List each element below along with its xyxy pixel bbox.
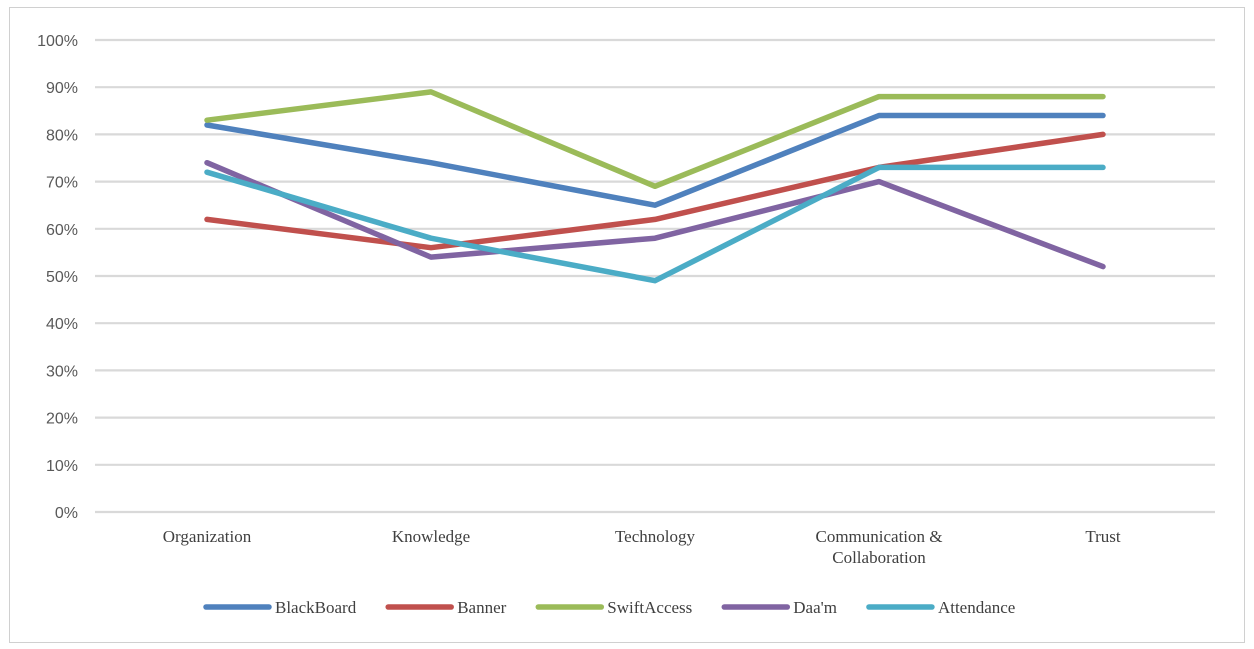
y-tick-label: 20%	[46, 411, 78, 428]
x-tick-label-line: Collaboration	[832, 548, 926, 567]
x-tick-label-line: Communication &	[815, 527, 942, 546]
y-axis-ticks: 0% 10% 20% 30% 40% 50% 60% 70% 80% 90% 100%	[37, 33, 78, 522]
x-tick-label-line: Organization	[163, 527, 252, 546]
legend-item: Banner	[385, 598, 507, 617]
series-line-blackboard	[204, 112, 1106, 208]
y-tick-label: 0%	[55, 505, 78, 522]
legend-label: Daa'm	[793, 598, 837, 617]
y-tick-label: 80%	[46, 127, 78, 144]
y-tick-label: 60%	[46, 222, 78, 239]
y-tick-label: 50%	[46, 269, 78, 286]
legend: BlackBoard Banner SwiftAccess Daa'm Attendan…	[203, 598, 1015, 617]
legend-label: Banner	[457, 598, 506, 617]
x-tick-label: Trust	[1085, 527, 1121, 546]
x-tick-label-line: Knowledge	[392, 527, 470, 546]
series-line-banner	[204, 131, 1106, 251]
y-tick-label: 90%	[46, 80, 78, 97]
x-axis-ticks: Organization Knowledge Technology Communica…	[163, 527, 1121, 567]
x-tick-label-line: Trust	[1085, 527, 1121, 546]
y-tick-label: 100%	[37, 33, 78, 50]
series-line-daa-m	[204, 159, 1106, 270]
x-tick-label: Communication & Collaboration	[815, 527, 942, 567]
legend-item: SwiftAccess	[535, 598, 692, 617]
legend-item: Attendance	[866, 598, 1015, 617]
legend-item: Daa'm	[721, 598, 837, 617]
series-line-attendance	[204, 164, 1106, 284]
x-tick-label: Technology	[615, 527, 696, 546]
x-tick-label: Organization	[163, 527, 252, 546]
gridlines	[95, 38, 1215, 514]
series-line-swiftaccess	[204, 89, 1106, 190]
legend-label: BlackBoard	[275, 598, 357, 617]
y-tick-label: 30%	[46, 363, 78, 380]
legend-label: Attendance	[938, 598, 1015, 617]
x-tick-label: Knowledge	[392, 527, 470, 546]
legend-item: BlackBoard	[203, 598, 357, 617]
legend-label: SwiftAccess	[607, 598, 692, 617]
y-tick-label: 40%	[46, 316, 78, 333]
y-tick-label: 70%	[46, 175, 78, 192]
series-lines	[204, 89, 1106, 284]
x-tick-label-line: Technology	[615, 527, 696, 546]
y-tick-label: 10%	[46, 458, 78, 475]
